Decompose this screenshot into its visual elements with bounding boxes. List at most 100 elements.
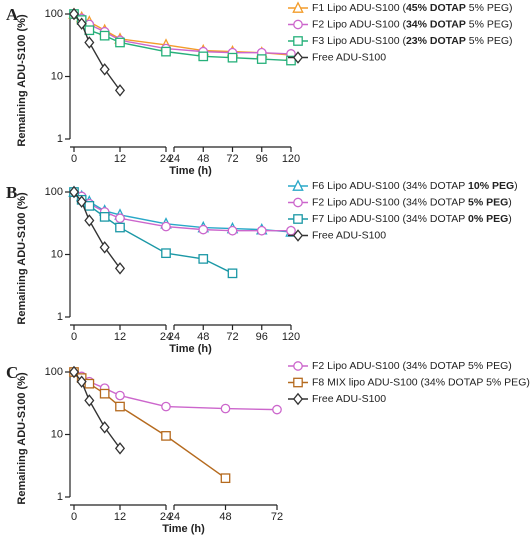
x-tick-label: 96 bbox=[256, 153, 268, 165]
marker bbox=[161, 221, 171, 232]
marker bbox=[115, 213, 125, 224]
y-axis-label: Remaining ADU-S100 (%) bbox=[16, 372, 28, 505]
x-tick-label: 48 bbox=[197, 331, 209, 343]
marker bbox=[84, 378, 95, 389]
marker bbox=[114, 84, 126, 97]
marker bbox=[293, 377, 303, 388]
y-tick-label: 100 bbox=[45, 186, 63, 198]
marker bbox=[99, 388, 110, 399]
marker bbox=[161, 248, 171, 259]
series-line bbox=[73, 191, 233, 274]
y-axis-label: Remaining ADU-S100 (%) bbox=[16, 14, 28, 147]
marker bbox=[99, 212, 110, 222]
marker bbox=[293, 214, 303, 224]
marker bbox=[293, 19, 303, 30]
x-tick-label: 12 bbox=[114, 331, 126, 343]
marker bbox=[114, 442, 126, 455]
legend-label: F6 Lipo ADU-S100 (34% DOTAP 10% PEG) bbox=[312, 180, 518, 192]
marker bbox=[115, 401, 125, 412]
x-tick-label: 24 bbox=[160, 331, 172, 343]
x-tick-label: 72 bbox=[226, 331, 238, 343]
legend-label: Free ADU-S100 bbox=[312, 51, 386, 63]
legend-label: Free ADU-S100 bbox=[312, 229, 386, 241]
y-tick-label: 1 bbox=[57, 311, 63, 323]
marker bbox=[161, 431, 171, 441]
marker bbox=[220, 473, 231, 484]
marker bbox=[286, 55, 296, 66]
marker bbox=[68, 185, 80, 199]
marker bbox=[76, 17, 87, 30]
x-tick-label: 24 bbox=[160, 153, 172, 165]
y-tick-label: 1 bbox=[57, 491, 63, 503]
marker bbox=[292, 51, 304, 64]
marker bbox=[292, 392, 304, 406]
panel-label: C bbox=[6, 363, 18, 382]
marker bbox=[84, 25, 95, 36]
marker bbox=[84, 394, 95, 407]
marker bbox=[68, 7, 80, 21]
x-tick-label: 24 bbox=[168, 331, 180, 343]
marker bbox=[286, 225, 296, 236]
marker bbox=[227, 225, 238, 236]
y-tick-label: 1 bbox=[57, 133, 63, 145]
y-axis-label: Remaining ADU-S100 (%) bbox=[16, 192, 28, 325]
marker bbox=[198, 224, 209, 235]
x-tick-label: 12 bbox=[114, 511, 126, 523]
x-tick-label: 0 bbox=[71, 511, 77, 523]
marker bbox=[115, 37, 125, 48]
marker bbox=[293, 36, 303, 46]
marker bbox=[99, 63, 110, 76]
y-tick-label: 100 bbox=[45, 8, 63, 20]
y-tick-label: 10 bbox=[51, 70, 63, 82]
marker bbox=[161, 401, 171, 412]
legend-label: Free ADU-S100 bbox=[312, 393, 386, 405]
legend-label: F8 MIX lipo ADU-S100 (34% DOTAP 5% PEG) bbox=[312, 376, 530, 388]
x-axis-label: Time (h) bbox=[162, 523, 205, 535]
legend-label: F1 Lipo ADU-S100 (45% DOTAP 5% PEG) bbox=[312, 2, 513, 14]
marker bbox=[292, 1, 304, 13]
marker bbox=[256, 225, 267, 236]
marker bbox=[256, 54, 267, 64]
marker bbox=[76, 195, 87, 208]
marker bbox=[292, 179, 304, 191]
x-axis-label: Time (h) bbox=[169, 165, 212, 177]
series-line bbox=[73, 371, 226, 479]
marker bbox=[198, 51, 209, 62]
marker bbox=[272, 404, 282, 415]
x-tick-label: 12 bbox=[114, 153, 126, 165]
marker bbox=[99, 241, 110, 254]
x-tick-label: 24 bbox=[168, 511, 180, 523]
marker bbox=[99, 30, 110, 41]
x-tick-label: 48 bbox=[219, 511, 231, 523]
marker bbox=[99, 421, 110, 434]
marker bbox=[227, 268, 238, 279]
legend-label: F7 Lipo ADU-S100 (34% DOTAP 0% PEG) bbox=[312, 213, 512, 225]
x-tick-label: 120 bbox=[282, 153, 300, 165]
x-tick-label: 24 bbox=[168, 153, 180, 165]
marker bbox=[115, 390, 125, 401]
x-axis-label: Time (h) bbox=[169, 343, 212, 355]
marker bbox=[84, 36, 95, 49]
marker bbox=[292, 229, 304, 242]
marker bbox=[220, 403, 231, 414]
x-tick-label: 72 bbox=[226, 153, 238, 165]
legend-label: F3 Lipo ADU-S100 (23% DOTAP 5% PEG) bbox=[312, 35, 513, 47]
y-tick-label: 100 bbox=[45, 366, 63, 378]
legend-label: F2 Lipo ADU-S100 (34% DOTAP 5% PEG) bbox=[312, 196, 512, 208]
marker bbox=[227, 52, 238, 63]
y-tick-label: 10 bbox=[51, 428, 63, 440]
marker bbox=[114, 262, 126, 275]
marker bbox=[84, 201, 95, 211]
y-tick-label: 10 bbox=[51, 248, 63, 260]
x-tick-label: 96 bbox=[256, 331, 268, 343]
x-tick-label: 72 bbox=[271, 511, 283, 523]
x-tick-label: 48 bbox=[197, 153, 209, 165]
marker bbox=[293, 361, 303, 371]
marker bbox=[68, 365, 80, 379]
legend-label: F2 Lipo ADU-S100 (34% DOTAP 5% PEG) bbox=[312, 18, 513, 30]
marker bbox=[161, 46, 171, 57]
x-tick-label: 0 bbox=[71, 153, 77, 165]
marker bbox=[76, 375, 87, 388]
panel-label: A bbox=[6, 5, 19, 24]
